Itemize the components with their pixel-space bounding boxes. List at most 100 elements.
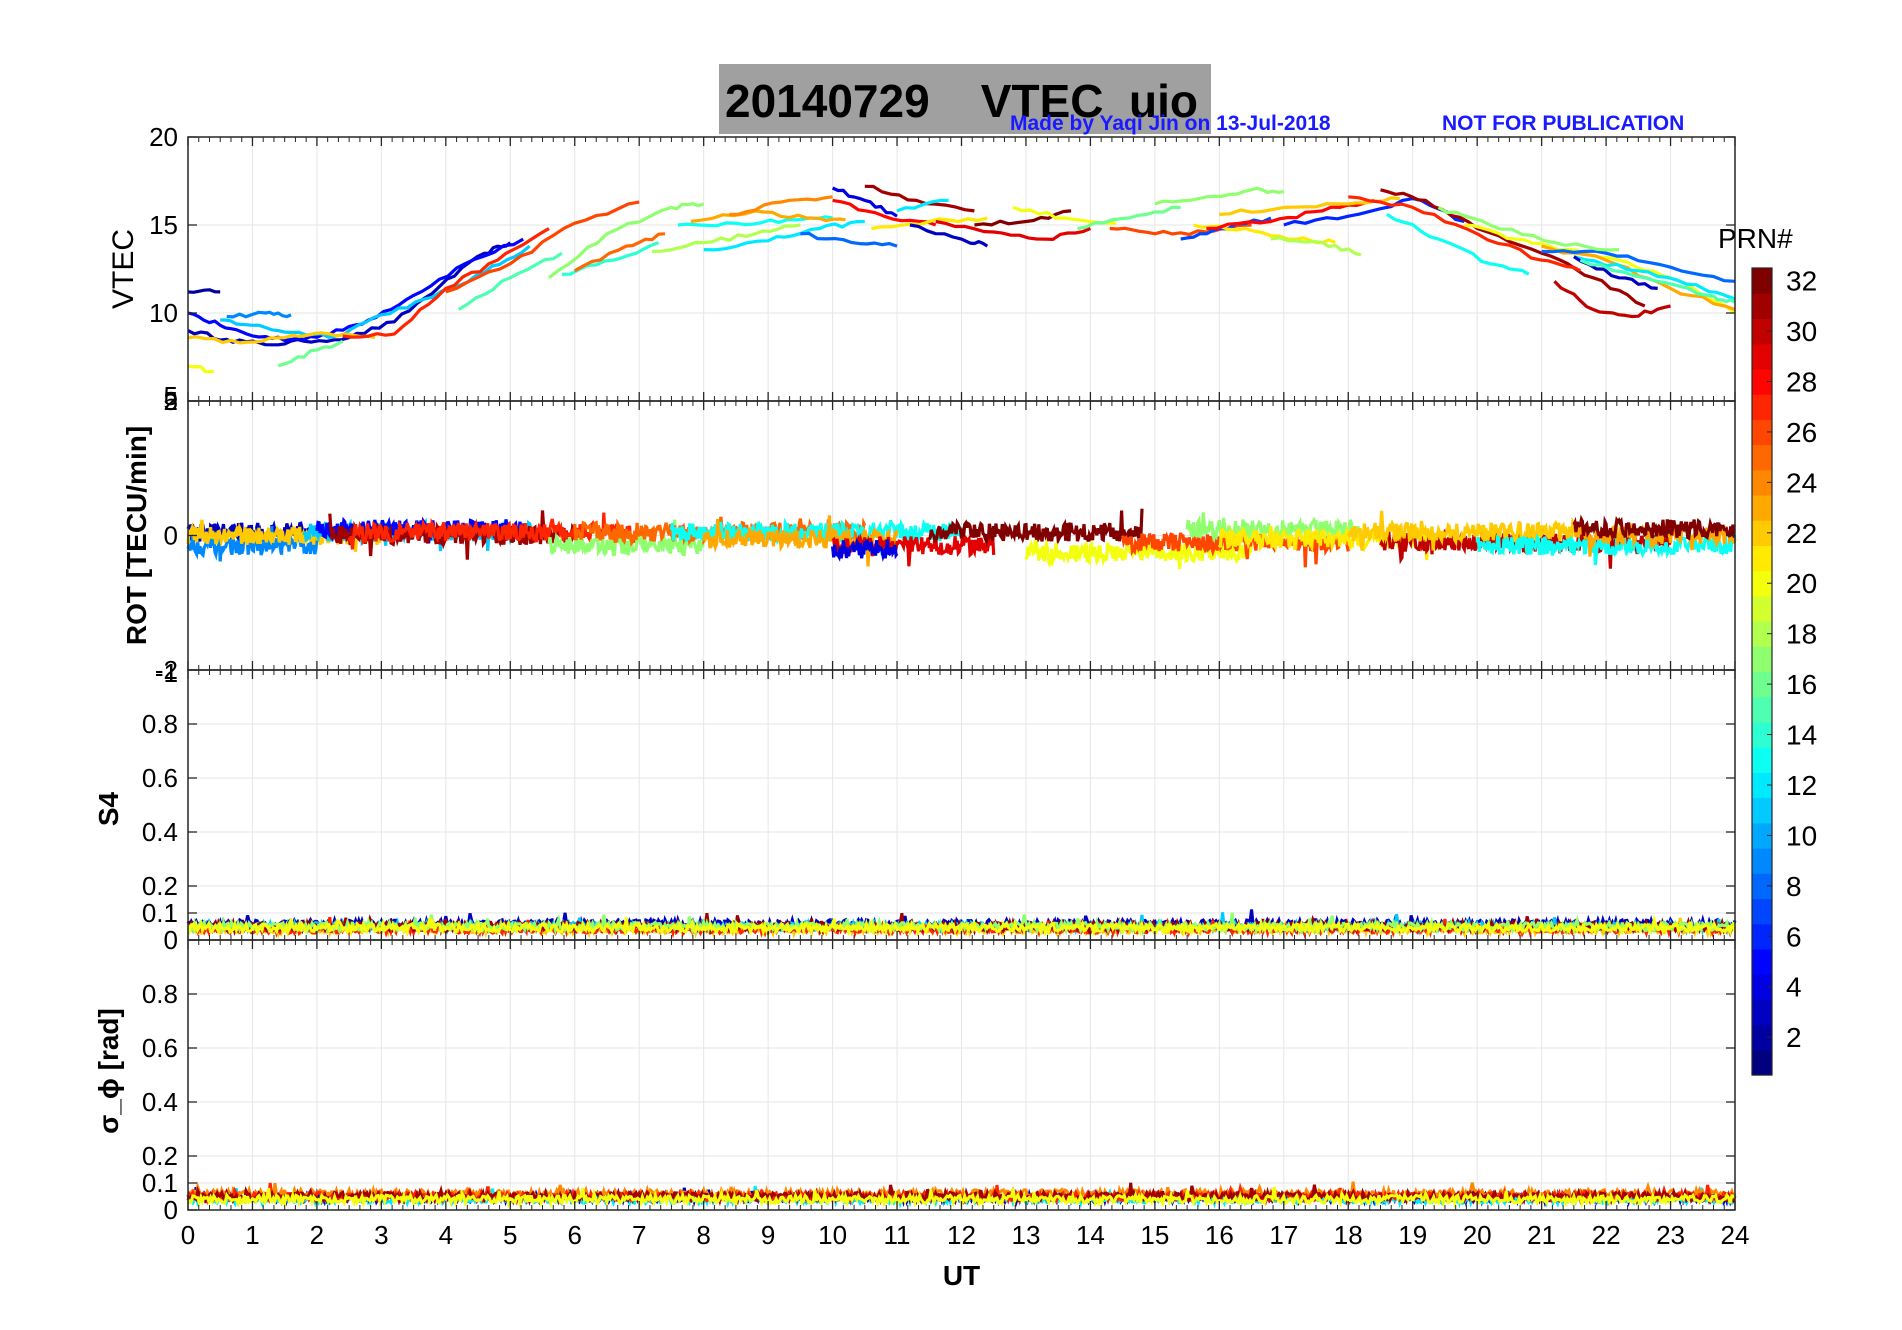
vtec-series-prn-8 — [800, 231, 898, 248]
x-tick-label: 21 — [1527, 1220, 1556, 1250]
colorbar-segment — [1752, 469, 1772, 496]
colorbar-tick-label: 4 — [1786, 972, 1802, 1003]
y-tick-label: 0.4 — [142, 1087, 178, 1117]
y-tick-label: 0.8 — [142, 709, 178, 739]
vtec-series-prn-30 — [1553, 280, 1671, 319]
vtec-series-prn-13 — [1386, 213, 1530, 276]
x-tick-label: 18 — [1334, 1220, 1363, 1250]
colorbar-segment — [1752, 822, 1772, 849]
x-tick-label: 5 — [503, 1220, 517, 1250]
colorbar-segment — [1752, 520, 1772, 547]
colorbar-label: PRN# — [1718, 223, 1793, 254]
x-tick-label: 6 — [568, 1220, 582, 1250]
vtec-series-prn-27 — [342, 227, 550, 339]
colorbar-segment — [1752, 848, 1772, 874]
colorbar-segment — [1752, 293, 1772, 320]
vtec-series-prn-9 — [226, 310, 292, 319]
y-tick-label: 0.2 — [142, 871, 178, 901]
y-tick-label: -1 — [155, 658, 178, 688]
colorbar-segment — [1752, 494, 1772, 521]
vtec-series-prn-17 — [548, 202, 705, 280]
y-tick-label: 5 — [164, 386, 178, 416]
colorbar-segment — [1752, 621, 1772, 647]
vtec-series-prn-18 — [652, 223, 801, 253]
y-tick-label: 0.1 — [142, 898, 178, 928]
x-tick-label: 19 — [1398, 1220, 1427, 1250]
colorbar-tick-label: 22 — [1786, 518, 1817, 549]
colorbar-segment — [1752, 419, 1772, 446]
vtec-series-prn-12 — [896, 198, 949, 213]
y-tick-label: 1 — [164, 658, 178, 688]
panel-s4: 00.10.2 0.4 0.6 0.8 1 S4 — [93, 658, 1737, 955]
vtec-series-prn-17 — [1437, 206, 1620, 252]
colorbar-segment — [1752, 772, 1772, 799]
vtec-series-prn-22 — [187, 331, 376, 345]
colorbar-tick-label: 6 — [1786, 921, 1802, 952]
x-tick-label: 15 — [1140, 1220, 1169, 1250]
colorbar-tick-label: 10 — [1786, 820, 1817, 851]
y-tick-label: 10 — [149, 298, 178, 328]
colorbar-segment — [1752, 343, 1772, 370]
colorbar-segment — [1752, 1049, 1772, 1076]
x-tick-label: 0 — [181, 1220, 195, 1250]
y-tick-label: 15 — [149, 210, 178, 240]
rot-series-prn-32 — [927, 508, 1144, 547]
colorbar-segment — [1752, 671, 1772, 698]
x-tick-label: 8 — [696, 1220, 710, 1250]
vtec-series-prn-18 — [1270, 236, 1362, 257]
colorbar-segment — [1752, 974, 1772, 1000]
x-tick-label: 2 — [310, 1220, 324, 1250]
colorbar-segment — [1752, 268, 1772, 294]
vtec-series-prn-16 — [1077, 205, 1181, 231]
vtec-series-prn-31 — [1380, 188, 1646, 308]
x-tick-label: 17 — [1269, 1220, 1298, 1250]
x-tick-label: 12 — [947, 1220, 976, 1250]
y-tick-label: 0.4 — [142, 817, 178, 847]
colorbar-segment — [1752, 570, 1772, 597]
vtec-series-prn-11 — [220, 244, 531, 339]
colorbar-segment — [1752, 394, 1772, 420]
y-axis-label: VTEC — [107, 229, 140, 309]
rot-series-prn-13 — [669, 517, 964, 556]
colorbar-segment — [1752, 368, 1772, 395]
colorbar-segment — [1752, 721, 1772, 748]
x-tick-label: 20 — [1463, 1220, 1492, 1250]
y-tick-label: 0 — [164, 925, 178, 955]
y-tick-label: 20 — [149, 122, 178, 152]
colorbar-segment — [1752, 595, 1772, 622]
vtec-series-prn-8 — [1541, 249, 1736, 283]
panel-sigma_phi: 00.10.20.40.60.8σ_ϕ [rad]0 1 2 3 4 5 6 7 8 9 10 11 1… — [93, 939, 1750, 1291]
y-axis-label: S4 — [93, 791, 124, 826]
y-tick-label: -2 — [155, 655, 178, 685]
x-tick-label: 24 — [1721, 1220, 1750, 1250]
colorbar-segment — [1752, 923, 1772, 950]
x-axis-label: UT — [943, 1260, 980, 1291]
y-tick-label: 0 — [164, 1195, 178, 1225]
colorbar-segment — [1752, 1024, 1772, 1051]
x-tick-label: 16 — [1205, 1220, 1234, 1250]
colorbar-tick-label: 16 — [1786, 669, 1817, 700]
colorbar-segment — [1752, 444, 1772, 471]
colorbar-segment — [1752, 873, 1772, 900]
x-tick-label: 3 — [374, 1220, 388, 1250]
x-tick-label: 9 — [761, 1220, 775, 1250]
x-tick-label: 7 — [632, 1220, 646, 1250]
vtec-series-prn-2 — [187, 288, 221, 294]
rot-series-prn-4 — [831, 537, 899, 562]
x-tick-label: 23 — [1656, 1220, 1685, 1250]
colorbar-segment — [1752, 545, 1772, 572]
vtec-series-prn-20 — [187, 364, 215, 374]
x-tick-label: 4 — [439, 1220, 453, 1250]
rot-series-prn-23 — [702, 515, 899, 567]
x-tick-label: 10 — [818, 1220, 847, 1250]
y-axis-label: σ_ϕ [rad] — [93, 1008, 124, 1134]
vtec-series-prn-12 — [703, 219, 865, 252]
colorbar-tick-label: 12 — [1786, 770, 1817, 801]
vtec-series-prn-3 — [909, 223, 989, 248]
credit-label: Made by Yaqi Jin on 13-Jul-2018 — [1010, 112, 1331, 135]
y-tick-label: 5 — [164, 381, 178, 411]
vtec-series-prn-27 — [1348, 195, 1582, 273]
x-tick-label: 14 — [1076, 1220, 1105, 1250]
